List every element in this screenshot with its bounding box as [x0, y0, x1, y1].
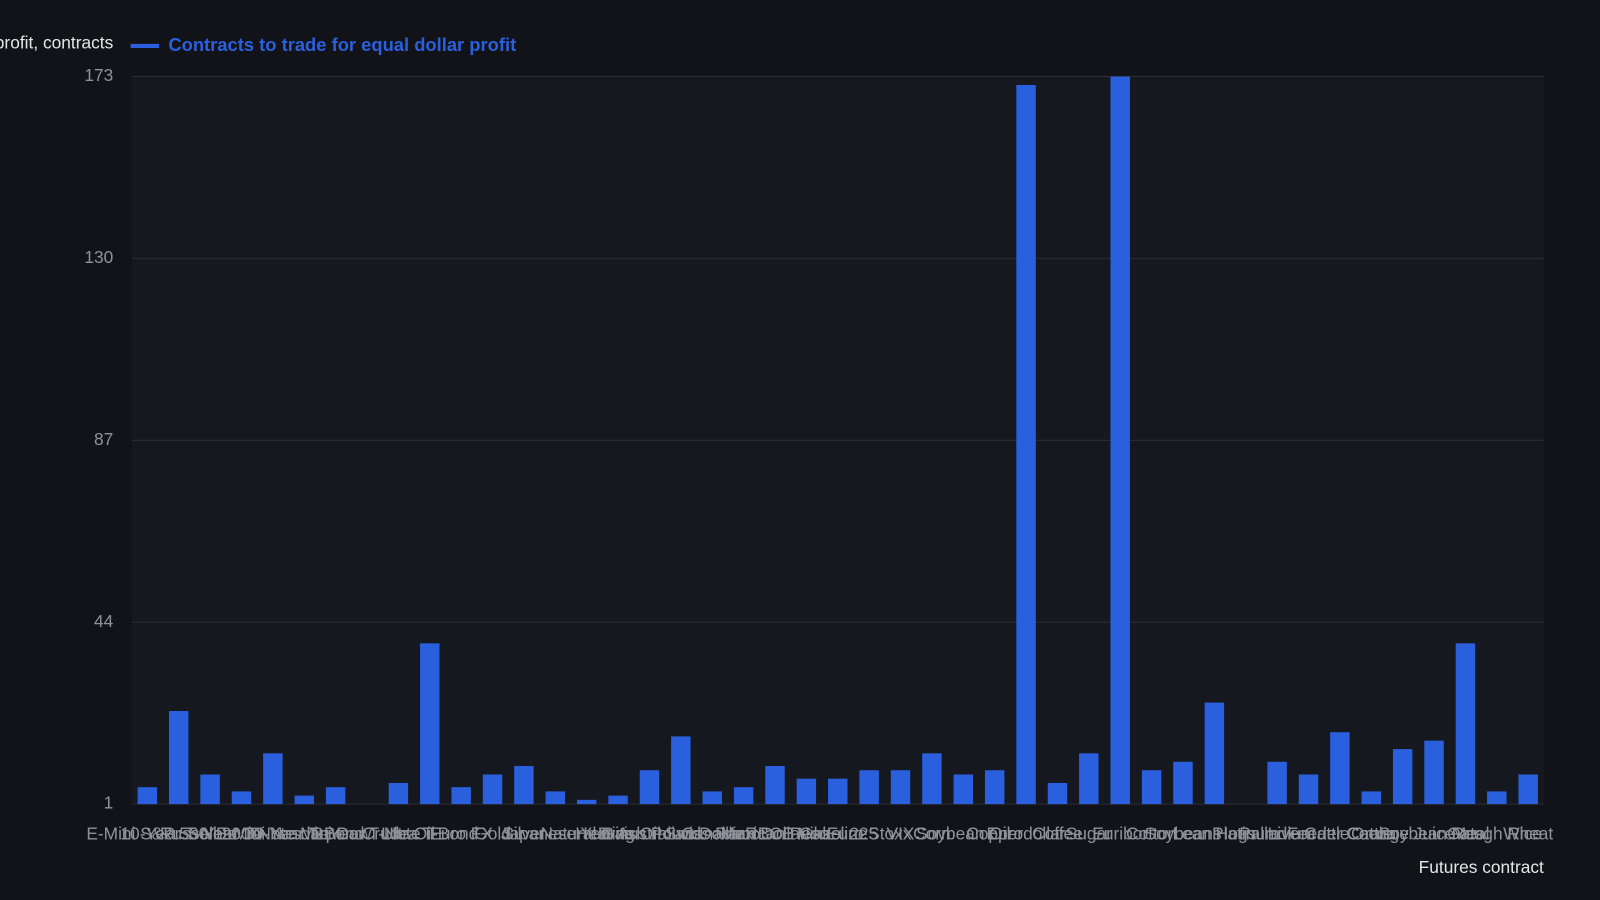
bar	[1110, 76, 1130, 805]
x-tick-label: Euro FX	[429, 823, 493, 843]
x-tick-label: Japanese Yen	[501, 823, 610, 843]
x-tick-label: Canadian Dollar	[681, 823, 805, 843]
x-tick-label: Natural Gas	[540, 823, 633, 843]
x-tick-label: Feeder Cattle	[1287, 823, 1392, 843]
bar	[1016, 84, 1036, 805]
x-tick-label: Cotton	[1126, 823, 1177, 843]
x-tick-label: Silver	[502, 823, 546, 843]
bar	[890, 770, 911, 805]
x-tick-label: 2-Year T-Note	[314, 823, 421, 843]
bar	[576, 799, 597, 805]
bar	[1204, 702, 1225, 805]
x-tick-label: Lean Hogs	[1172, 823, 1256, 843]
x-tick-label: Copper	[966, 823, 1023, 843]
bar	[231, 791, 252, 805]
x-tick-label: Cocoa	[1346, 823, 1396, 843]
bar	[137, 787, 158, 805]
x-tick-label: 30-Year T-Bond	[244, 823, 364, 843]
y-axis-title: Equal dollar profit, contracts	[0, 32, 114, 52]
bar	[1392, 749, 1413, 805]
bar	[796, 778, 817, 805]
y-tick-label: 130	[84, 247, 113, 267]
bar	[922, 753, 942, 805]
bar	[1455, 643, 1476, 805]
bar	[733, 787, 754, 805]
x-tick-label: Corn	[913, 823, 951, 843]
bar	[200, 774, 220, 805]
x-tick-label: Ultra T-Bond	[381, 823, 478, 843]
bar	[482, 774, 503, 805]
bar	[828, 778, 848, 805]
bar	[1330, 732, 1350, 805]
x-tick-label: 10-Year T-Note	[120, 823, 237, 843]
x-tick-label: Platinum	[1212, 823, 1279, 843]
bar	[420, 643, 440, 805]
x-axis-title: Futures contract	[1419, 857, 1544, 877]
bar	[671, 736, 691, 805]
x-tick-label: Australian Dollar	[617, 823, 744, 843]
plot-area	[131, 75, 1544, 805]
bar	[325, 787, 346, 805]
x-tick-label: Nikkei 225	[797, 823, 878, 843]
x-tick-label: RBOB Gasoline	[745, 823, 867, 843]
x-tick-label: Eurodollar	[987, 823, 1066, 843]
x-tick-label: British Pound	[598, 823, 701, 843]
y-tick-label: 173	[84, 65, 113, 85]
bar	[1518, 774, 1538, 805]
bar	[1141, 770, 1162, 805]
x-tick-label: Coffee	[1032, 823, 1083, 843]
x-tick-label: Soybean Oil	[916, 823, 1010, 843]
bar	[1173, 761, 1193, 805]
bar	[859, 770, 879, 805]
x-tick-label: Orange Juice	[1351, 823, 1454, 843]
bar	[765, 766, 785, 805]
bar	[545, 791, 566, 805]
x-tick-label: Russell 2000	[160, 823, 260, 843]
x-tick-label: Mini Dow	[300, 823, 372, 843]
bar	[953, 774, 974, 805]
bar	[168, 711, 189, 805]
bar	[451, 787, 471, 805]
bar	[702, 791, 722, 805]
x-tick-label: Sugar	[1066, 823, 1112, 843]
bar	[388, 782, 409, 805]
x-tick-label: Euribor	[1092, 823, 1148, 843]
bar	[294, 795, 314, 805]
bar	[1267, 761, 1287, 805]
x-tick-label: Soybean Meal	[1379, 823, 1490, 843]
x-tick-label: E-Mini Nasdaq	[216, 823, 330, 843]
x-tick-label: Wheat	[1503, 823, 1553, 843]
x-tick-label: Palladium	[1239, 823, 1315, 843]
x-tick-label: Rough Rice	[1452, 823, 1543, 843]
bar	[1298, 774, 1319, 805]
bar	[1079, 753, 1099, 805]
legend-label: Contracts to trade for equal dollar prof…	[168, 34, 516, 55]
x-tick-label: Soybeans	[1144, 823, 1221, 843]
x-tick-label: Mexican Peso	[721, 823, 830, 843]
bar	[608, 795, 628, 805]
x-tick-label: Gold	[474, 823, 511, 843]
bar	[1361, 791, 1381, 805]
y-tick-label: 44	[94, 611, 114, 631]
y-tick-label: 1	[104, 793, 114, 813]
bar	[1424, 740, 1444, 805]
x-tick-label: VIX	[887, 823, 915, 843]
x-tick-label: Heating Oil	[575, 823, 661, 843]
x-tick-label: 5-Year T-Note	[188, 823, 295, 843]
x-tick-label: E-Mini S&P 500	[86, 823, 208, 843]
bar	[263, 753, 283, 805]
x-tick-label: Swiss Franc	[665, 823, 760, 843]
x-tick-label: Live Cattle	[1268, 823, 1350, 843]
y-tick-label: 87	[94, 429, 113, 449]
bar	[984, 770, 1005, 805]
x-tick-label: Euro Stoxx	[827, 823, 912, 843]
bar	[1487, 791, 1507, 805]
bar	[514, 766, 534, 805]
bar	[1047, 782, 1068, 805]
x-tick-label: Oats	[1447, 823, 1484, 843]
bar	[639, 770, 660, 805]
x-tick-label: Crude Oil	[362, 823, 435, 843]
